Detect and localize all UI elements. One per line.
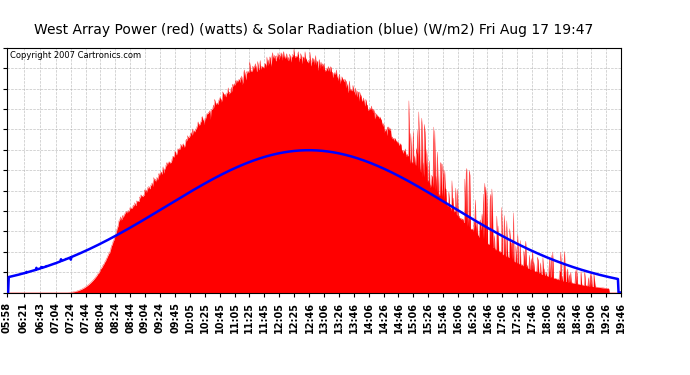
Text: West Array Power (red) (watts) & Solar Radiation (blue) (W/m2) Fri Aug 17 19:47: West Array Power (red) (watts) & Solar R…	[34, 22, 593, 36]
Text: Copyright 2007 Cartronics.com: Copyright 2007 Cartronics.com	[10, 51, 141, 60]
